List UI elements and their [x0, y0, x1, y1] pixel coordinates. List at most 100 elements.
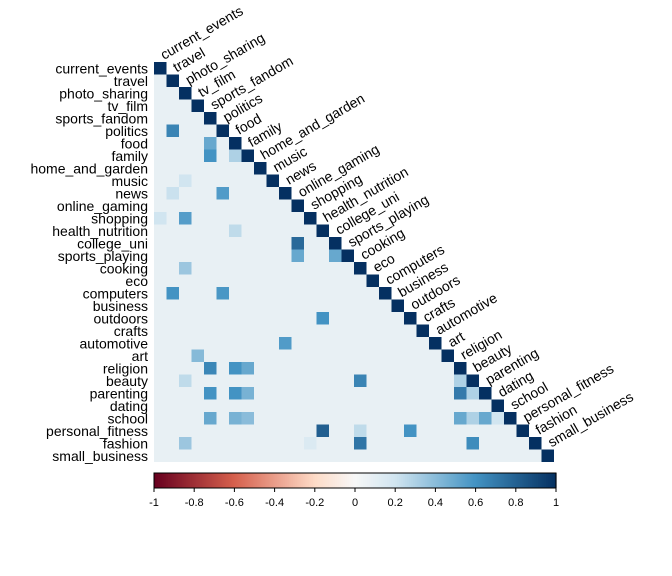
- colorbar-segment: [367, 473, 370, 488]
- heatmap-cell: [354, 374, 367, 387]
- heatmap-cell: [304, 312, 317, 325]
- heatmap-cell: [329, 287, 342, 300]
- colorbar-segment: [182, 473, 185, 488]
- heatmap-cell: [304, 287, 317, 300]
- heatmap-cell: [479, 449, 492, 462]
- heatmap-cell: [441, 349, 454, 362]
- heatmap-cell: [304, 437, 317, 450]
- heatmap-cell: [454, 387, 467, 400]
- heatmap-cell: [241, 299, 254, 312]
- heatmap-cell: [366, 274, 379, 287]
- colorbar-segment: [509, 473, 513, 488]
- heatmap-cell: [204, 412, 217, 425]
- heatmap-cell: [166, 412, 179, 425]
- row-label: dating: [110, 398, 148, 414]
- heatmap-cell: [179, 424, 192, 437]
- heatmap-cell: [366, 337, 379, 350]
- colorbar-segment: [491, 473, 495, 488]
- colorbar-segment: [256, 473, 260, 488]
- heatmap-cell: [429, 399, 442, 412]
- colorbar-tick-label: 0.2: [388, 497, 403, 509]
- colorbar-tick-label: -0.2: [305, 497, 324, 509]
- colorbar-segment: [431, 473, 434, 488]
- heatmap-cell: [341, 287, 354, 300]
- row-label: school: [108, 410, 148, 426]
- heatmap-cell: [429, 349, 442, 362]
- heatmap-cell: [416, 374, 429, 387]
- row-label: online_gaming: [57, 198, 148, 214]
- heatmap-cell: [229, 274, 242, 287]
- heatmap-cell: [404, 337, 417, 350]
- heatmap-cell: [229, 399, 242, 412]
- heatmap-cell: [466, 424, 479, 437]
- heatmap-cell: [154, 149, 167, 162]
- colorbar-segment: [296, 473, 300, 488]
- heatmap-cell: [179, 137, 192, 150]
- heatmap-cell: [154, 199, 167, 212]
- heatmap-cell: [204, 137, 217, 150]
- colorbar-segment: [371, 473, 374, 488]
- row-label: eco: [125, 273, 148, 289]
- heatmap-cell: [241, 187, 254, 200]
- heatmap-cell: [541, 449, 554, 462]
- heatmap-cell: [204, 362, 217, 375]
- colorbar-segment: [457, 473, 461, 488]
- heatmap-cell: [191, 437, 204, 450]
- heatmap-cell: [304, 424, 317, 437]
- heatmap-cell: [241, 212, 254, 225]
- colorbar-segment: [387, 473, 390, 488]
- colorbar-segment: [332, 473, 336, 488]
- colorbar-segment: [290, 473, 294, 488]
- heatmap-cell: [229, 149, 242, 162]
- row-label: travel: [114, 73, 148, 89]
- colorbar-segment: [162, 473, 165, 488]
- heatmap-cell: [291, 449, 304, 462]
- heatmap-cell: [454, 449, 467, 462]
- heatmap-cell: [229, 362, 242, 375]
- row-label: parenting: [90, 385, 148, 401]
- heatmap-cell: [304, 212, 317, 225]
- heatmap-cell: [216, 187, 229, 200]
- heatmap-cell: [204, 449, 217, 462]
- heatmap-cell: [216, 437, 229, 450]
- heatmap-cell: [204, 237, 217, 250]
- colorbar-segment: [336, 473, 340, 488]
- heatmap-cell: [366, 362, 379, 375]
- colorbar-segment: [521, 473, 525, 488]
- heatmap-cell: [166, 374, 179, 387]
- heatmap-cell: [154, 262, 167, 275]
- colorbar-segment: [423, 473, 426, 488]
- heatmap-cell: [254, 162, 267, 175]
- colorbar-segment: [246, 473, 250, 488]
- heatmap-cell: [354, 299, 367, 312]
- heatmap-cell: [266, 212, 279, 225]
- heatmap-cell: [254, 249, 267, 262]
- colorbar-segment: [276, 473, 280, 488]
- colorbar-segment: [338, 473, 342, 488]
- heatmap-cell: [166, 312, 179, 325]
- colorbar-segment: [222, 473, 225, 488]
- row-label: automotive: [80, 335, 149, 351]
- heatmap-cell: [241, 149, 254, 162]
- heatmap-cell: [166, 162, 179, 175]
- heatmap-cell: [254, 337, 267, 350]
- colorbar-segment: [495, 473, 499, 488]
- heatmap-cell: [266, 312, 279, 325]
- colorbar: -1 -0.8 -0.6 -0.4 -0.2 0 0.2 0.4 0.6 0.8 1: [149, 472, 559, 509]
- colorbar-segment: [314, 473, 318, 488]
- heatmap-cell: [454, 362, 467, 375]
- heatmap-cell: [241, 287, 254, 300]
- heatmap-cell: [179, 237, 192, 250]
- heatmap-cell: [216, 124, 229, 137]
- heatmap-cell: [166, 199, 179, 212]
- colorbar-segment: [551, 473, 555, 488]
- heatmap-cell: [229, 262, 242, 275]
- heatmap-cell: [216, 337, 229, 350]
- colorbar-segment: [473, 473, 477, 488]
- colorbar-segment: [248, 473, 252, 488]
- heatmap-cell: [279, 224, 292, 237]
- heatmap-cell: [316, 274, 329, 287]
- heatmap-cell: [304, 387, 317, 400]
- heatmap-cell: [241, 337, 254, 350]
- heatmap-cell: [304, 237, 317, 250]
